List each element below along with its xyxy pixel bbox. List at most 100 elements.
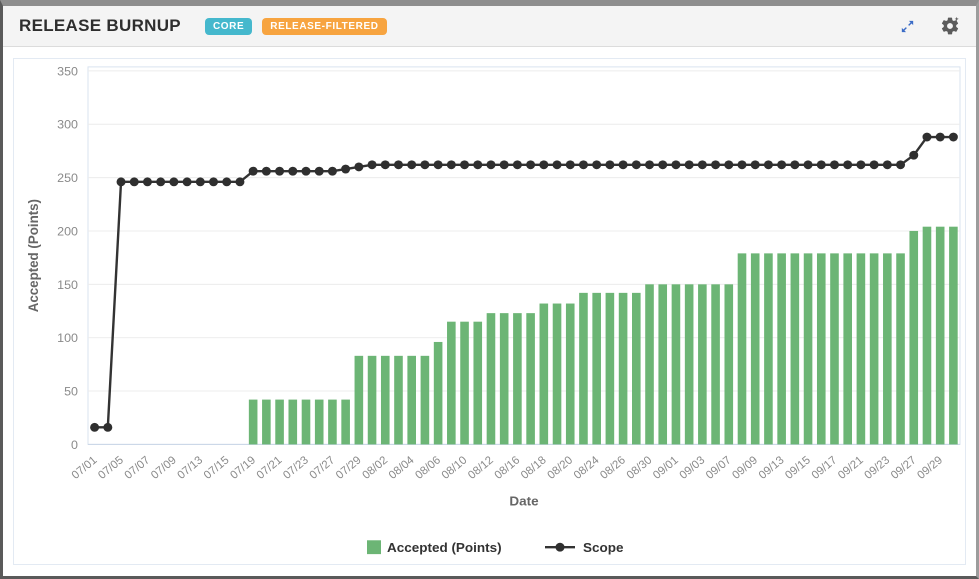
scope-point[interactable]: [711, 160, 721, 170]
scope-point[interactable]: [526, 160, 536, 170]
scope-point[interactable]: [578, 160, 588, 170]
scope-point[interactable]: [90, 422, 100, 432]
scope-point[interactable]: [446, 160, 456, 170]
scope-point[interactable]: [182, 177, 192, 187]
scope-point[interactable]: [750, 160, 760, 170]
scope-point[interactable]: [856, 160, 866, 170]
accepted-bar[interactable]: [909, 230, 919, 445]
accepted-bar[interactable]: [394, 355, 403, 445]
scope-point[interactable]: [631, 160, 641, 170]
accepted-bar[interactable]: [949, 226, 958, 445]
accepted-bar[interactable]: [698, 284, 707, 445]
scope-point[interactable]: [552, 160, 562, 170]
scope-point[interactable]: [142, 177, 152, 187]
accepted-bar[interactable]: [935, 226, 945, 445]
accepted-bar[interactable]: [883, 253, 892, 445]
scope-point[interactable]: [222, 177, 232, 187]
accepted-bar[interactable]: [684, 284, 694, 445]
scope-point[interactable]: [671, 160, 681, 170]
accepted-bar[interactable]: [513, 313, 522, 445]
accepted-bar[interactable]: [658, 284, 668, 445]
scope-point[interactable]: [169, 177, 179, 187]
scope-point[interactable]: [816, 160, 826, 170]
scope-point[interactable]: [314, 166, 324, 176]
legend-swatch-accepted[interactable]: [367, 540, 381, 555]
scope-point[interactable]: [341, 164, 351, 174]
legend-label-accepted[interactable]: Accepted (Points): [387, 540, 502, 555]
accepted-bar[interactable]: [341, 399, 350, 445]
accepted-bar[interactable]: [632, 292, 641, 445]
scope-point[interactable]: [909, 150, 919, 160]
accepted-bar[interactable]: [552, 303, 562, 445]
accepted-bar[interactable]: [288, 399, 298, 445]
accepted-bar[interactable]: [275, 399, 284, 445]
scope-point[interactable]: [129, 177, 139, 187]
scope-point[interactable]: [869, 160, 879, 170]
accepted-bar[interactable]: [367, 355, 377, 445]
scope-point[interactable]: [539, 160, 549, 170]
scope-point[interactable]: [354, 162, 364, 172]
accepted-bar[interactable]: [764, 253, 773, 445]
accepted-bar[interactable]: [856, 253, 866, 445]
scope-point[interactable]: [288, 166, 298, 176]
accepted-bar[interactable]: [830, 253, 839, 445]
scope-point[interactable]: [235, 177, 245, 187]
accepted-bar[interactable]: [499, 313, 509, 445]
scope-point[interactable]: [393, 160, 403, 170]
accepted-bar[interactable]: [248, 399, 258, 445]
accepted-bar[interactable]: [618, 292, 628, 445]
scope-point[interactable]: [645, 160, 655, 170]
scope-point[interactable]: [697, 160, 707, 170]
scope-point[interactable]: [948, 132, 958, 142]
scope-point[interactable]: [790, 160, 800, 170]
scope-point[interactable]: [658, 160, 668, 170]
scope-point[interactable]: [433, 160, 443, 170]
scope-point[interactable]: [261, 166, 271, 176]
scope-point[interactable]: [499, 160, 509, 170]
scope-point[interactable]: [156, 177, 166, 187]
scope-point[interactable]: [882, 160, 892, 170]
scope-point[interactable]: [618, 160, 628, 170]
scope-point[interactable]: [473, 160, 483, 170]
scope-point[interactable]: [512, 160, 522, 170]
accepted-bar[interactable]: [869, 253, 879, 445]
scope-point[interactable]: [843, 160, 853, 170]
accepted-bar[interactable]: [539, 303, 549, 445]
scope-point[interactable]: [380, 160, 390, 170]
scope-point[interactable]: [829, 160, 839, 170]
scope-point[interactable]: [195, 177, 205, 187]
accepted-bar[interactable]: [777, 253, 786, 445]
accepted-bar[interactable]: [579, 292, 588, 445]
scope-point[interactable]: [486, 160, 496, 170]
gear-icon[interactable]: [940, 16, 960, 36]
accepted-bar[interactable]: [380, 355, 390, 445]
scope-point[interactable]: [935, 132, 945, 142]
scope-point[interactable]: [275, 166, 285, 176]
accepted-bar[interactable]: [645, 284, 654, 445]
accepted-bar[interactable]: [790, 253, 800, 445]
accepted-bar[interactable]: [816, 253, 826, 445]
scope-point[interactable]: [407, 160, 417, 170]
scope-point[interactable]: [763, 160, 773, 170]
legend-marker-scope-dot[interactable]: [555, 542, 565, 552]
scope-point[interactable]: [565, 160, 575, 170]
accepted-bar[interactable]: [460, 321, 469, 445]
accepted-bar[interactable]: [473, 321, 483, 445]
scope-point[interactable]: [684, 160, 694, 170]
accepted-bar[interactable]: [407, 355, 416, 445]
expand-icon[interactable]: [899, 18, 916, 35]
scope-point[interactable]: [248, 166, 258, 176]
scope-point[interactable]: [724, 160, 734, 170]
accepted-bar[interactable]: [314, 399, 324, 445]
scope-point[interactable]: [460, 160, 470, 170]
scope-point[interactable]: [592, 160, 602, 170]
accepted-bar[interactable]: [328, 399, 337, 445]
accepted-bar[interactable]: [592, 292, 601, 445]
scope-point[interactable]: [896, 160, 906, 170]
accepted-bar[interactable]: [711, 284, 720, 445]
scope-point[interactable]: [209, 177, 219, 187]
accepted-bar[interactable]: [301, 399, 311, 445]
accepted-bar[interactable]: [750, 253, 760, 445]
accepted-bar[interactable]: [737, 253, 747, 445]
accepted-bar[interactable]: [526, 313, 535, 445]
